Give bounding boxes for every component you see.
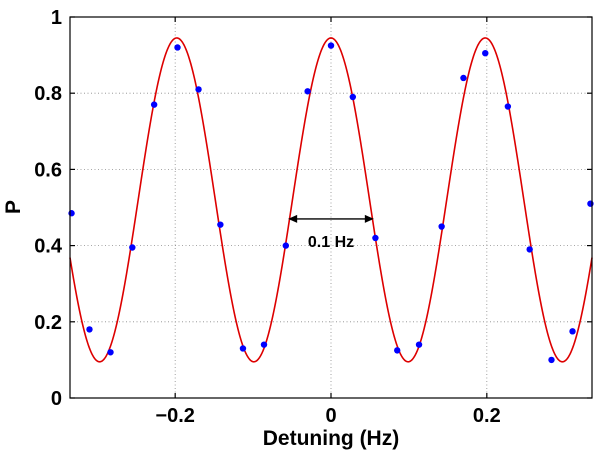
- fit-curve: [69, 37, 593, 363]
- data-point: [349, 93, 357, 101]
- data-point: [460, 74, 467, 82]
- data-point: [68, 210, 75, 217]
- y-tick-label: 0.4: [34, 236, 63, 258]
- data-point: [174, 44, 181, 51]
- data-point: [569, 328, 576, 335]
- data-point: [129, 244, 136, 251]
- x-tick-label: 0: [325, 405, 336, 427]
- data-point: [504, 103, 512, 110]
- data-point: [150, 101, 158, 108]
- data-point: [239, 345, 247, 352]
- annotation: 0.1 Hz: [288, 214, 374, 251]
- data-point: [482, 49, 489, 57]
- x-tick-label: −0.2: [155, 405, 194, 427]
- data-point: [548, 356, 555, 364]
- data-point: [282, 242, 290, 249]
- annotation-arrowhead-right: [364, 214, 374, 223]
- data-point: [327, 42, 335, 49]
- data-point: [86, 326, 93, 333]
- data-point: [372, 234, 379, 242]
- y-tick-label: 0.8: [34, 83, 62, 105]
- fit-curve-layer: [69, 37, 593, 363]
- axis-ticks: −0.2 0 0.2 0 0.2 0.4 0.6 0.8 1: [34, 7, 592, 427]
- y-tick-label: 0: [51, 388, 62, 410]
- y-tick-label: 0.6: [34, 159, 62, 181]
- plot-background: [70, 17, 592, 398]
- data-point: [107, 349, 114, 356]
- data-point: [415, 341, 423, 348]
- data-point: [587, 200, 594, 207]
- y-tick-label: 0.2: [34, 312, 62, 334]
- annotation-arrowhead-left: [288, 214, 298, 223]
- data-point: [394, 347, 401, 354]
- y-axis-label: P: [2, 200, 25, 214]
- x-tick-label: 0.2: [473, 405, 501, 427]
- x-axis-label: Detuning (Hz): [263, 427, 399, 450]
- plot-area: 0.1 Hz −0.2 0 0.2 0 0.2 0.4 0.6 0.8 1: [34, 7, 594, 427]
- data-point: [438, 223, 445, 230]
- data-point: [260, 341, 268, 348]
- y-tick-label: 1: [51, 7, 62, 29]
- annotation-label: 0.1 Hz: [308, 234, 354, 251]
- data-point: [304, 88, 311, 95]
- data-point: [526, 246, 533, 253]
- data-point: [195, 86, 202, 93]
- grid: [70, 17, 592, 398]
- data-points-layer: [68, 42, 594, 364]
- data-point: [217, 221, 224, 228]
